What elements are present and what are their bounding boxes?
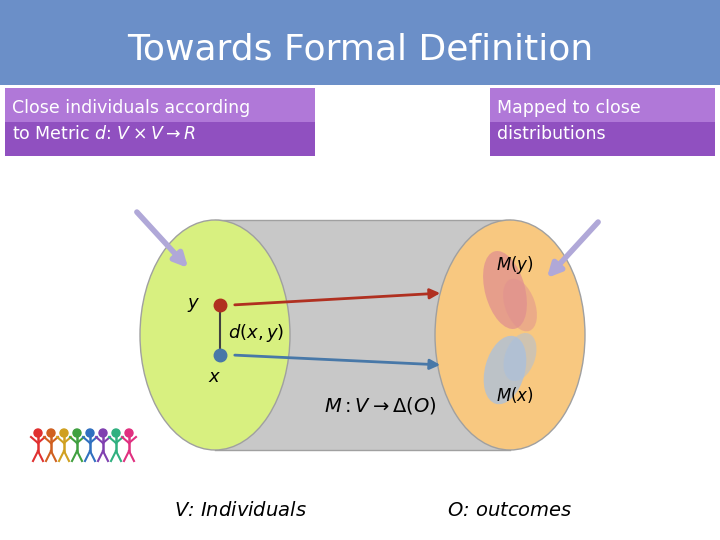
FancyBboxPatch shape xyxy=(490,88,715,156)
Text: $V$: Individuals: $V$: Individuals xyxy=(174,501,307,519)
Text: $M(x)$: $M(x)$ xyxy=(496,385,534,405)
Text: $x$: $x$ xyxy=(208,368,222,386)
Text: to Metric $d$: $V \times V \rightarrow R$: to Metric $d$: $V \times V \rightarrow R… xyxy=(12,125,196,143)
Ellipse shape xyxy=(140,220,290,450)
Circle shape xyxy=(47,429,55,437)
Circle shape xyxy=(34,429,42,437)
Circle shape xyxy=(60,429,68,437)
Circle shape xyxy=(112,429,120,437)
Text: distributions: distributions xyxy=(497,125,606,143)
Circle shape xyxy=(125,429,133,437)
FancyBboxPatch shape xyxy=(5,88,315,156)
Text: $d(x, y)$: $d(x, y)$ xyxy=(228,322,284,344)
Text: Close individuals according: Close individuals according xyxy=(12,99,251,117)
Ellipse shape xyxy=(435,220,585,450)
Bar xyxy=(215,220,510,450)
FancyBboxPatch shape xyxy=(490,88,715,122)
Ellipse shape xyxy=(503,279,537,332)
Text: $y$: $y$ xyxy=(186,296,200,314)
Text: Mapped to close: Mapped to close xyxy=(497,99,641,117)
Text: $M(y)$: $M(y)$ xyxy=(496,254,534,276)
Circle shape xyxy=(99,429,107,437)
Text: Towards Formal Definition: Towards Formal Definition xyxy=(127,33,593,67)
FancyBboxPatch shape xyxy=(5,88,315,122)
Text: $O$: outcomes: $O$: outcomes xyxy=(447,501,572,519)
Ellipse shape xyxy=(484,336,526,404)
Ellipse shape xyxy=(483,251,527,329)
Circle shape xyxy=(73,429,81,437)
Bar xyxy=(0,0,720,85)
Text: $M: V \rightarrow \Delta(O)$: $M: V \rightarrow \Delta(O)$ xyxy=(324,395,436,415)
Circle shape xyxy=(86,429,94,437)
Ellipse shape xyxy=(503,333,536,381)
